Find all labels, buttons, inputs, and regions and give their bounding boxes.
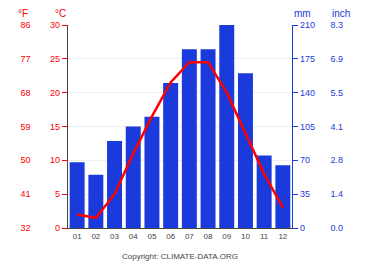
svg-text:70: 70 [300,155,310,165]
svg-text:07: 07 [185,232,194,241]
svg-text:0: 0 [300,223,305,233]
svg-text:25: 25 [50,54,60,64]
svg-text:08: 08 [204,232,213,241]
svg-text:0.0: 0.0 [331,223,344,233]
svg-text:03: 03 [110,232,119,241]
svg-text:175: 175 [300,54,315,64]
svg-text:04: 04 [129,232,138,241]
svg-text:35: 35 [300,189,310,199]
svg-text:09: 09 [222,232,231,241]
svg-text:32: 32 [20,223,30,233]
svg-text:1.4: 1.4 [331,189,344,199]
svg-text:2.8: 2.8 [331,155,344,165]
svg-text:06: 06 [166,232,175,241]
svg-text:05: 05 [147,232,156,241]
svg-text:Copyright: CLIMATE-DATA.ORG: Copyright: CLIMATE-DATA.ORG [122,252,238,261]
svg-text:20: 20 [50,88,60,98]
svg-text:10: 10 [241,232,250,241]
svg-text:°F: °F [18,8,28,19]
svg-text:41: 41 [20,189,30,199]
svg-text:12: 12 [278,232,287,241]
svg-text:mm: mm [294,8,311,19]
svg-text:01: 01 [73,232,82,241]
svg-text:15: 15 [50,122,60,132]
svg-text:6.9: 6.9 [331,54,344,64]
svg-text:50: 50 [20,155,30,165]
svg-text:105: 105 [300,122,315,132]
svg-text:30: 30 [50,20,60,30]
svg-text:5.5: 5.5 [331,88,344,98]
svg-text:4.1: 4.1 [331,122,344,132]
svg-text:5: 5 [55,189,60,199]
svg-text:0: 0 [55,223,60,233]
svg-text:59: 59 [20,122,30,132]
svg-text:86: 86 [20,20,30,30]
svg-text:210: 210 [300,20,315,30]
svg-text:68: 68 [20,88,30,98]
svg-text:140: 140 [300,88,315,98]
svg-text:10: 10 [50,155,60,165]
svg-text:inch: inch [332,8,350,19]
svg-text:11: 11 [260,232,269,241]
svg-text:02: 02 [91,232,100,241]
svg-text:8.3: 8.3 [331,20,344,30]
svg-text:77: 77 [20,54,30,64]
svg-text:°C: °C [55,8,66,19]
